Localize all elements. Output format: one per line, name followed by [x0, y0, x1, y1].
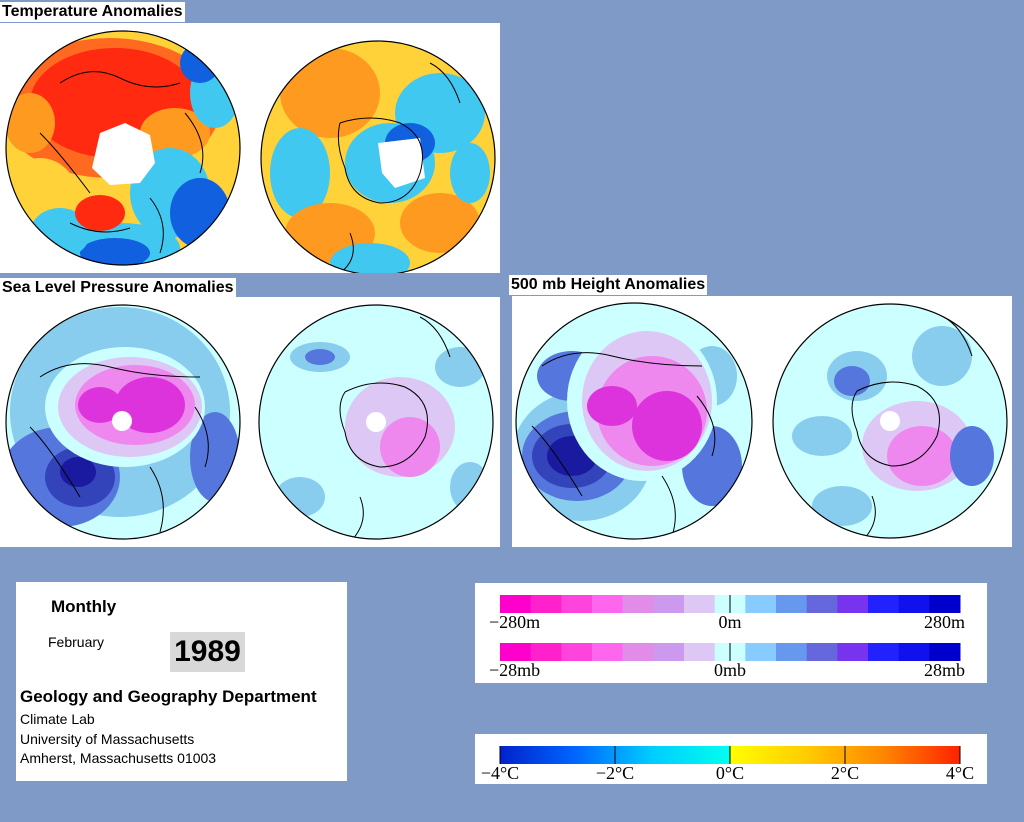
- height-swatch: [622, 595, 654, 613]
- height500-south-hemisphere-map: [773, 304, 1007, 538]
- temperature-maps: [5, 30, 496, 273]
- temperature-legend: −4°C −2°C 0°C 2°C 4°C: [481, 746, 974, 783]
- height500-maps: [515, 302, 1008, 540]
- height-swatch: [653, 595, 685, 613]
- height-color-bar: [500, 595, 961, 613]
- pressure-swatch: [776, 643, 808, 661]
- temp-north-hemisphere-map: [6, 31, 240, 265]
- pressure-left-tick: −28mb: [489, 660, 540, 680]
- lab-label: Climate Lab: [20, 711, 95, 727]
- pressure-swatch: [622, 643, 654, 661]
- pressure-swatch: [561, 643, 593, 661]
- height-swatch: [745, 595, 777, 613]
- pressure-swatch: [868, 643, 900, 661]
- department-label: Geology and Geography Department: [20, 687, 317, 706]
- height-swatch: [837, 595, 869, 613]
- temp-tick-neg4: −4°C: [481, 763, 519, 783]
- temp-tick-0: 0°C: [716, 763, 744, 783]
- slp-north-hemisphere-map: [6, 305, 240, 539]
- height500-anomalies-title: 500 mb Height Anomalies: [509, 275, 708, 295]
- slp-south-hemisphere-map: [259, 305, 493, 539]
- year-label: 1989: [170, 632, 245, 672]
- temperature-maps-panel: [0, 23, 500, 273]
- height-swatch: [776, 595, 808, 613]
- pressure-swatch: [530, 643, 562, 661]
- address-label: Amherst, Massachusetts 01003: [20, 750, 217, 766]
- height500-maps-panel: [512, 296, 1012, 547]
- height-swatch: [592, 595, 624, 613]
- height-right-tick: 280m: [924, 612, 965, 632]
- pressure-center-tick: 0mb: [714, 660, 746, 680]
- slp-maps-panel: [0, 297, 500, 547]
- period-label: Monthly: [51, 597, 117, 616]
- height-swatch: [898, 595, 930, 613]
- height-swatch: [500, 595, 532, 613]
- pressure-swatch: [653, 643, 685, 661]
- pressure-swatch: [684, 643, 716, 661]
- university-label: University of Massachusetts: [20, 731, 195, 747]
- pressure-swatch: [837, 643, 869, 661]
- slp-maps: [5, 304, 494, 540]
- height-swatch: [868, 595, 900, 613]
- anomaly-legends: −280m 0m 280m −28mb 0mb 28mb: [489, 595, 965, 680]
- height-swatch: [684, 595, 716, 613]
- pressure-swatch: [500, 643, 532, 661]
- pressure-swatch: [592, 643, 624, 661]
- height-swatch: [530, 595, 562, 613]
- pressure-right-tick: 28mb: [924, 660, 965, 680]
- anomaly-legend-box: −280m 0m 280m −28mb 0mb 28mb: [475, 583, 987, 683]
- height-left-tick: −280m: [489, 612, 540, 632]
- pressure-swatch: [929, 643, 961, 661]
- height-swatch: [929, 595, 961, 613]
- temperature-anomalies-title: Temperature Anomalies: [0, 2, 185, 22]
- temp-tick-4: 4°C: [946, 763, 974, 783]
- slp-anomalies-title: Sea Level Pressure Anomalies: [0, 278, 236, 298]
- temp-tick-2: 2°C: [831, 763, 859, 783]
- month-label: February: [48, 634, 105, 650]
- temp-south-hemisphere-map: [261, 41, 495, 273]
- info-panel: Monthly February 1989 Geology and Geogra…: [16, 582, 347, 781]
- height-swatch: [806, 595, 838, 613]
- temp-tick-neg2: −2°C: [596, 763, 634, 783]
- height-center-tick: 0m: [718, 612, 741, 632]
- pressure-swatch: [898, 643, 930, 661]
- height500-north-hemisphere-map: [516, 303, 752, 539]
- pressure-swatch: [745, 643, 777, 661]
- pressure-swatch: [806, 643, 838, 661]
- height-swatch: [561, 595, 593, 613]
- temperature-legend-box: −4°C −2°C 0°C 2°C 4°C: [475, 734, 987, 784]
- temp-tick-marks: [499, 746, 961, 764]
- pressure-color-bar: [500, 643, 961, 661]
